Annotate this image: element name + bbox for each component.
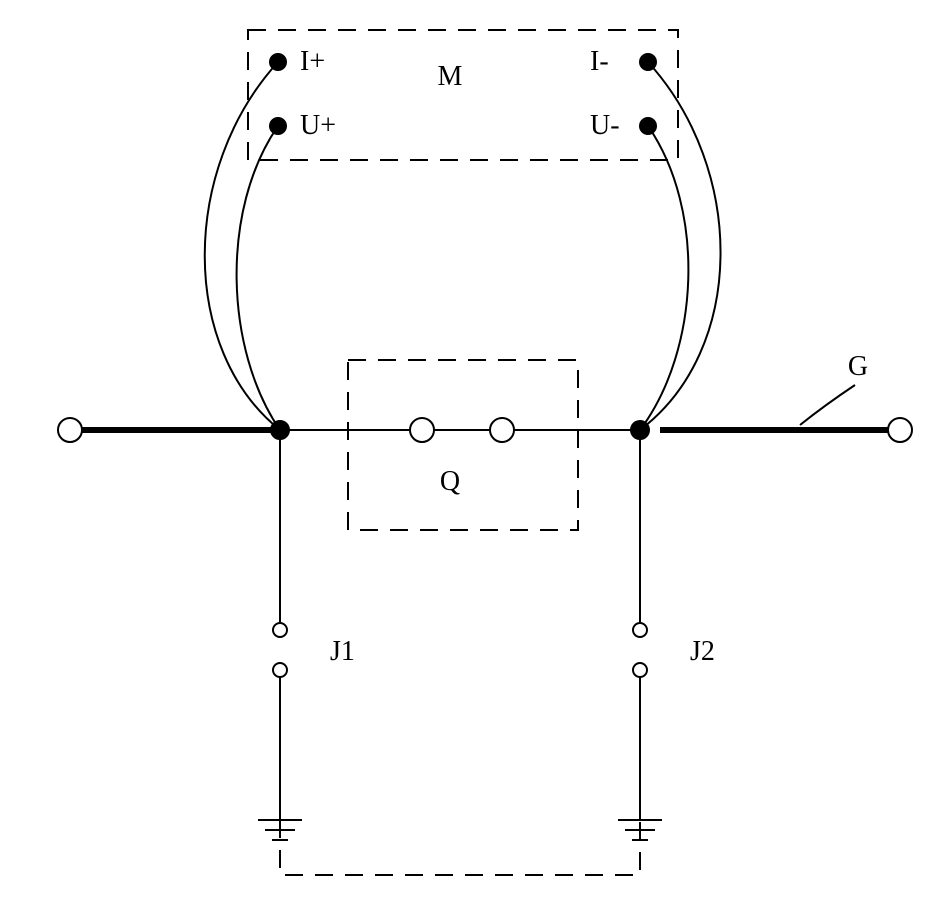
label-g: G — [848, 351, 868, 382]
wire-U-plus-to-left — [237, 126, 280, 430]
switch-J2-bottom — [633, 663, 647, 677]
bottom-dashed-box — [280, 820, 640, 875]
wire-U-minus-to-right — [640, 126, 688, 430]
terminal-u-minus-label: U- — [590, 110, 620, 141]
terminal-i-plus-label: I+ — [300, 46, 325, 77]
module-m-label: M — [438, 61, 463, 92]
bus-open-node-1 — [490, 418, 514, 442]
module-q-label: Q — [440, 466, 460, 497]
switch-J1-top — [273, 623, 287, 637]
label-j1: J1 — [330, 636, 355, 667]
switch-J2-top — [633, 623, 647, 637]
wire-I-minus-to-right — [640, 62, 721, 430]
bus-open-node-0 — [410, 418, 434, 442]
label-g-leader — [800, 385, 855, 425]
bus-right-end-terminal — [888, 418, 912, 442]
label-j2: J2 — [690, 636, 715, 667]
switch-J1-bottom — [273, 663, 287, 677]
terminal-u-plus-label: U+ — [300, 110, 336, 141]
terminal-i-minus-label: I- — [590, 46, 609, 77]
wire-I-plus-to-left — [205, 62, 280, 430]
circuit-diagram: M I+ U+ I- U- Q G J1 J2 — [0, 0, 936, 900]
module-q-box — [348, 360, 578, 530]
bus-left-end-terminal — [58, 418, 82, 442]
